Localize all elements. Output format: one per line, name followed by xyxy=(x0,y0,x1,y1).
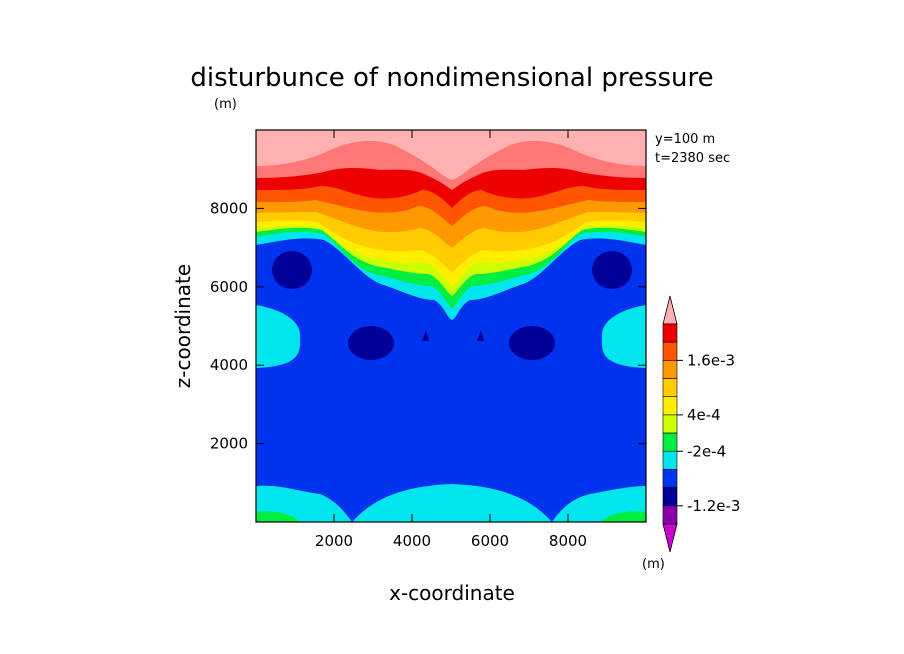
colorbar-band xyxy=(662,360,678,379)
band-dark-cell-3 xyxy=(348,326,394,360)
y-tick-label: 8000 xyxy=(210,199,248,217)
y-tick-label: 6000 xyxy=(210,278,248,296)
colorbar-band xyxy=(662,469,678,488)
x-axis-ticks: 2000 4000 6000 8000 xyxy=(315,130,587,550)
band-upper-pink xyxy=(256,130,646,180)
plot-frame xyxy=(255,129,647,523)
colorbar-band xyxy=(662,378,678,398)
colorbar-cap-top xyxy=(662,295,678,325)
colorbar-band xyxy=(662,450,678,470)
y-tick-label: 2000 xyxy=(210,435,248,453)
colorbar-cap-bottom xyxy=(662,523,678,553)
colorbar-band xyxy=(662,505,678,525)
band-dark-cell-4 xyxy=(509,326,555,360)
colorbar-band xyxy=(662,414,678,434)
title-units: (m) xyxy=(214,97,237,112)
colorbar-band xyxy=(662,487,678,507)
x-axis-label: x-coordinate xyxy=(389,581,515,605)
colorbar-units: (m) xyxy=(642,557,665,572)
y-axis-label: z-coordinate xyxy=(171,264,195,388)
band-bottom-green-left xyxy=(256,511,300,522)
chart-title: disturbunce of nondimensional pressure xyxy=(190,63,713,93)
band-dark-cell-1 xyxy=(272,251,312,289)
y-axis-ticks: 2000 4000 6000 8000 xyxy=(210,199,646,453)
colorbar-tick-label: -2e-4 xyxy=(687,442,726,460)
colorbar-tick-label: -1.2e-3 xyxy=(687,497,740,515)
band-mid-cyan-left xyxy=(256,305,301,368)
colorbar-band xyxy=(662,341,678,361)
annotation-y: y=100 m xyxy=(655,132,715,147)
colorbar-band xyxy=(662,432,678,452)
colorbar-band xyxy=(662,396,678,416)
x-tick-label: 8000 xyxy=(549,532,587,550)
colorbar-tick-label: 1.6e-3 xyxy=(687,351,735,369)
colorbar-band xyxy=(662,323,678,343)
x-tick-label: 4000 xyxy=(393,532,431,550)
x-tick-label: 2000 xyxy=(315,532,353,550)
band-dark-cell-2 xyxy=(592,251,632,289)
colorbar: 1.6e-3 4e-4 -2e-4 -1.2e-3 xyxy=(662,295,740,553)
annotation-t: t=2380 sec xyxy=(655,151,730,166)
x-tick-label: 6000 xyxy=(471,532,509,550)
band-dark-spike-2 xyxy=(477,330,484,341)
band-bottom-cyan-center xyxy=(352,484,552,522)
band-mid-cyan-right xyxy=(601,305,646,368)
y-tick-label: 4000 xyxy=(210,356,248,374)
colorbar-tick-label: 4e-4 xyxy=(687,406,721,424)
contour-field xyxy=(256,130,646,522)
band-bottom-green-right xyxy=(600,511,646,522)
band-dark-spike-1 xyxy=(422,330,429,341)
